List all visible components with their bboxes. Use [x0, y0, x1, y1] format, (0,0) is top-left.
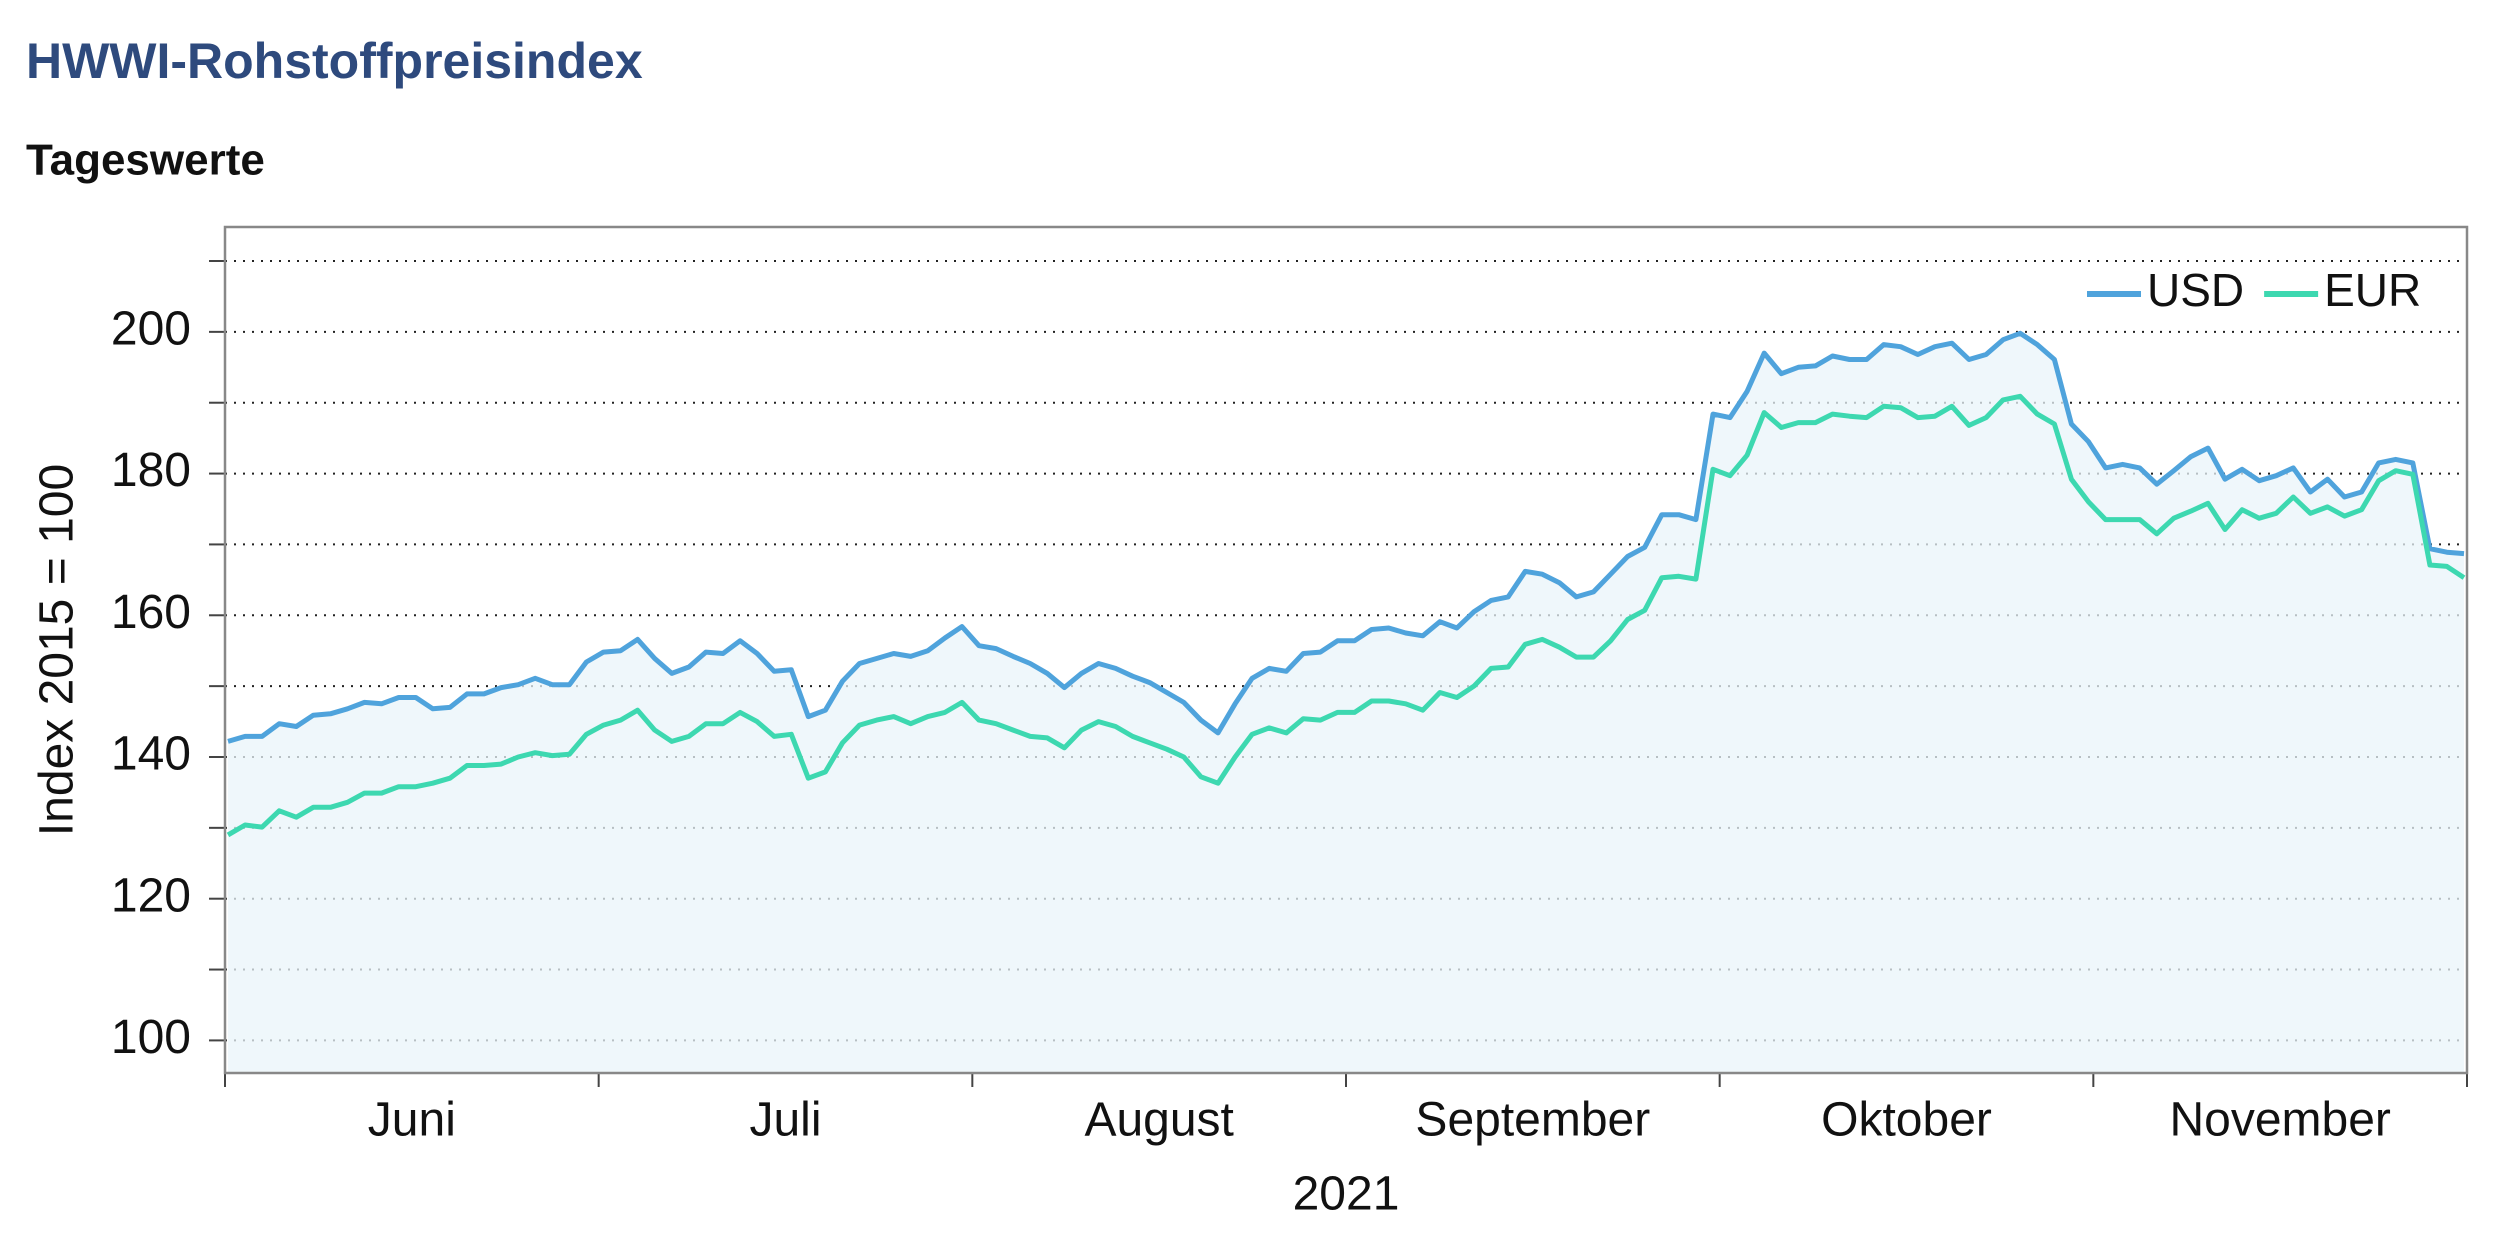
x-tick-label: Juni — [368, 1094, 456, 1147]
x-tick-label: September — [1415, 1094, 1650, 1147]
line — [226, 393, 2466, 838]
y-tick-label: 100 — [111, 1011, 191, 1064]
y-tick-label: 180 — [111, 444, 191, 497]
y-tick-label: 140 — [111, 728, 191, 781]
y-tick-label: 200 — [111, 303, 191, 356]
plot-frame — [223, 225, 2469, 1075]
x-axis-label: 2021 — [1293, 1168, 1400, 1221]
y-tick-label: 160 — [111, 586, 191, 639]
y-tick-label: 120 — [111, 869, 191, 922]
legend-label: USD — [2147, 264, 2244, 316]
chart-subtitle: Tageswerte — [26, 136, 265, 185]
x-tick-label: Juli — [749, 1094, 821, 1147]
line — [227, 330, 2465, 744]
chart-title: HWWI-Rohstoffpreisindex — [26, 33, 643, 89]
x-tick-label: Oktober — [1821, 1094, 1992, 1147]
legend-label: EUR — [2324, 264, 2421, 316]
x-tick-label: November — [2169, 1094, 2390, 1147]
x-tick-label: August — [1084, 1094, 1233, 1147]
y-axis-label: Index 2015 = 100 — [31, 464, 84, 836]
area — [228, 333, 2464, 1073]
